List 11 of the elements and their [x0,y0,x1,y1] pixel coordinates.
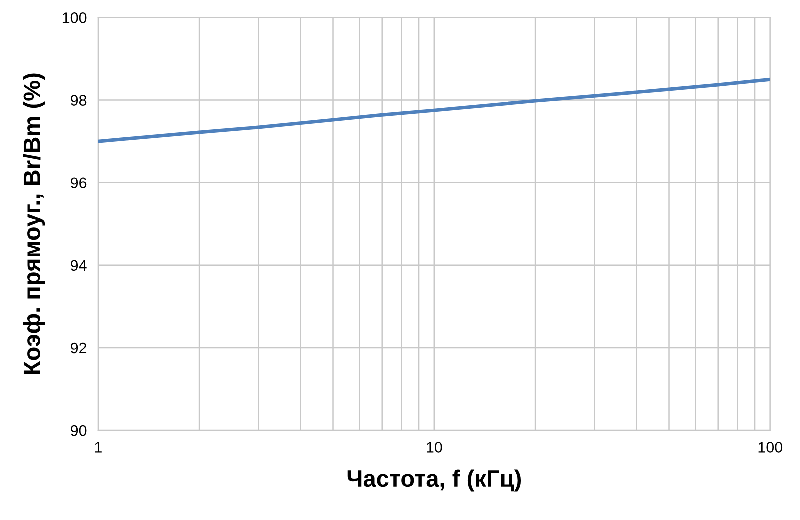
y-axis-title: Коэф. прямоуг., Br/Bm (%) [23,74,46,374]
y-tick-label: 98 [71,95,87,106]
y-tick-label: 92 [71,342,87,354]
x-axis-title: Частота, f (кГц) [348,470,522,492]
x-tick-label: 100 [758,442,783,453]
x-tick-label: 10 [427,442,442,453]
y-tick-label: 90 [71,425,87,436]
y-tick-label: 96 [71,178,87,189]
y-tick-label: 100 [62,12,87,24]
x-tick-label: 1 [95,442,102,453]
y-tick-label: 94 [71,260,87,272]
